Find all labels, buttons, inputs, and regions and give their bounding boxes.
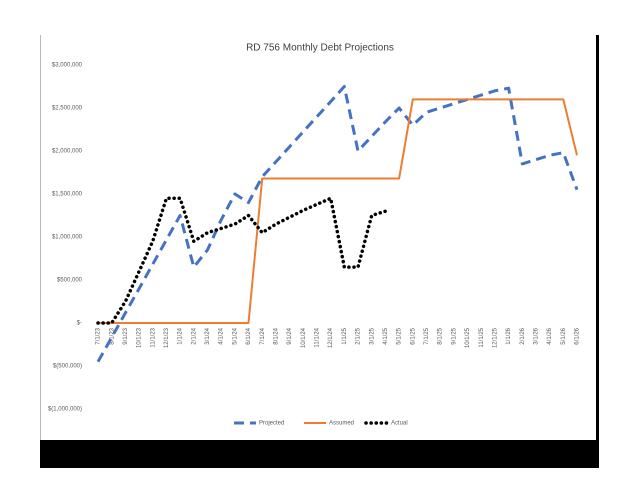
x-tick-label: 9/1/25 xyxy=(451,327,457,344)
series-line xyxy=(96,85,579,363)
y-tick-label: $500,000 xyxy=(57,278,83,284)
x-tick-label: 7/1/23 xyxy=(96,327,102,344)
y-tick-label: $(500,000) xyxy=(53,364,82,370)
series-line xyxy=(98,98,578,324)
x-tick-label: 1/1/26 xyxy=(506,327,512,344)
x-tick-label: 6/1/26 xyxy=(575,327,581,344)
y-tick-label: $2,500,000 xyxy=(52,106,83,112)
x-tick-label: 12/1/25 xyxy=(492,327,498,348)
x-tick-label: 6/1/25 xyxy=(410,327,416,344)
x-tick-label: 4/1/24 xyxy=(219,327,225,344)
x-tick-label: 6/1/24 xyxy=(246,327,252,344)
x-tick-label: 11/1/25 xyxy=(479,327,485,347)
series-line xyxy=(96,196,388,325)
y-tick-label: $1,500,000 xyxy=(52,192,83,198)
y-tick-label: $(1,000,000) xyxy=(48,407,82,413)
x-tick-label: 9/1/24 xyxy=(287,327,293,344)
x-tick-label: 12/1/24 xyxy=(328,327,334,348)
x-tick-label: 11/1/23 xyxy=(150,327,156,347)
x-tick-label: 12/1/23 xyxy=(164,327,170,348)
x-tick-label: 5/1/24 xyxy=(232,327,238,344)
x-tick-label: 10/1/24 xyxy=(301,327,307,348)
x-tick-label: 2/1/26 xyxy=(520,327,526,344)
black-edge xyxy=(596,35,599,468)
black-band xyxy=(40,440,598,468)
x-tick-label: 10/1/23 xyxy=(137,327,143,348)
x-tick-label: 4/1/25 xyxy=(383,327,389,344)
x-tick-label: 3/1/25 xyxy=(369,327,375,344)
x-tick-label: 10/1/25 xyxy=(465,327,471,348)
y-tick-label: $1,000,000 xyxy=(52,235,83,241)
x-tick-label: 3/1/26 xyxy=(534,327,540,344)
x-tick-label: 2/1/24 xyxy=(191,327,197,344)
y-tick-label: $3,000,000 xyxy=(52,63,83,69)
x-tick-label: 8/1/24 xyxy=(273,327,279,344)
x-tick-label: 8/1/25 xyxy=(438,327,444,344)
x-tick-label: 2/1/25 xyxy=(356,327,362,344)
x-tick-label: 5/1/26 xyxy=(561,327,567,344)
x-tick-label: 8/1/23 xyxy=(109,327,115,344)
x-tick-label: 11/1/24 xyxy=(315,327,321,347)
x-tick-label: 9/1/23 xyxy=(123,327,129,344)
x-tick-label: 3/1/24 xyxy=(205,327,211,344)
chart-title: RD 756 Monthly Debt Projections xyxy=(246,43,394,54)
legend-label: Assumed xyxy=(329,421,354,427)
x-tick-label: 1/1/24 xyxy=(178,327,184,344)
y-tick-label: $- xyxy=(77,321,82,327)
legend-label: Projected xyxy=(259,421,284,427)
legend-label: Actual xyxy=(391,421,408,427)
x-tick-label: 1/1/25 xyxy=(342,327,348,344)
x-tick-label: 7/1/24 xyxy=(260,327,266,344)
x-tick-label: 5/1/25 xyxy=(397,327,403,344)
x-tick-label: 7/1/25 xyxy=(424,327,430,344)
x-tick-label: 4/1/26 xyxy=(547,327,553,344)
y-tick-label: $2,000,000 xyxy=(52,149,83,155)
